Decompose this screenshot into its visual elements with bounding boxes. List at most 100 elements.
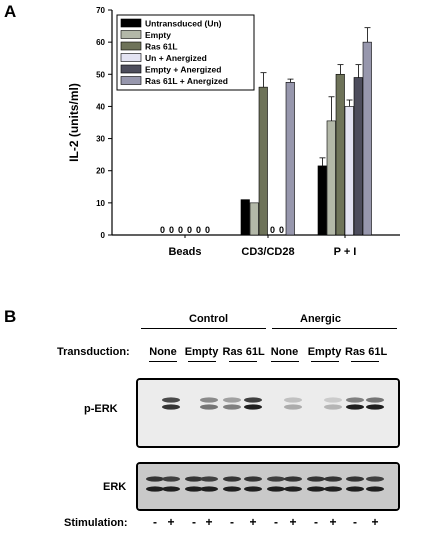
blot-band: [267, 476, 285, 482]
blot-band: [223, 486, 241, 492]
blot-band: [366, 397, 384, 403]
blot-band: [162, 476, 180, 482]
stimulation-mark: -: [314, 515, 318, 529]
bar: [258, 86, 268, 236]
legend-entry: Empty + Anergized: [145, 65, 221, 75]
perk-blot: [136, 378, 400, 448]
blot-band: [267, 486, 285, 492]
stimulation-mark: -: [192, 515, 196, 529]
stimulation-mark: -: [153, 515, 157, 529]
zero-value-label: 0: [196, 225, 201, 235]
transduction-lane-label: Ras 61L: [345, 346, 388, 358]
y-tick-label: 40: [96, 102, 105, 111]
stimulation-mark: +: [289, 515, 297, 529]
legend-swatch: [120, 41, 142, 51]
zero-value-label: 0: [178, 225, 183, 235]
anergic-group-line: [272, 328, 397, 329]
y-tick-label: 60: [96, 38, 105, 47]
blot-band: [284, 486, 302, 492]
zero-value-label: 0: [279, 225, 284, 235]
blot-band: [146, 486, 164, 492]
blot-band: [346, 476, 364, 482]
legend-swatch: [120, 76, 142, 85]
control-group-line: [141, 328, 266, 329]
blot-band: [223, 476, 241, 482]
blot-band: [324, 486, 342, 492]
transduction-underline: [187, 361, 216, 362]
legend-entry: Ras 61L + Anergized: [145, 76, 228, 86]
blot-band: [307, 476, 325, 482]
blot-band: [284, 476, 302, 482]
blot-band: [324, 476, 342, 482]
transduction-lane-label: Empty: [184, 346, 219, 358]
blot-background: [138, 380, 398, 446]
blot-band: [324, 404, 342, 410]
blot-band: [284, 397, 302, 403]
legend-swatch: [120, 53, 142, 62]
y-tick-label: 0: [101, 231, 106, 240]
transduction-label: Transduction:: [57, 346, 130, 358]
blot-band: [200, 476, 218, 482]
blot-band: [366, 476, 384, 482]
blot-band: [223, 404, 241, 410]
zero-value-label: 0: [169, 225, 174, 235]
bar: [240, 199, 250, 236]
transduction-underline: [270, 361, 299, 362]
stimulation-mark: +: [371, 515, 379, 529]
blot-band: [244, 486, 262, 492]
group-anergic-label: Anergic: [300, 313, 341, 325]
blot-band: [146, 476, 164, 482]
blot-band: [346, 397, 364, 403]
stimulation-mark: -: [274, 515, 278, 529]
stimulation-mark: +: [167, 515, 175, 529]
transduction-lane-label: Ras 61L: [222, 346, 265, 358]
blot-band: [366, 486, 384, 492]
blot-band: [200, 397, 218, 403]
transduction-underline: [149, 361, 177, 362]
zero-value-label: 0: [270, 225, 275, 235]
blot-background: [138, 464, 398, 509]
y-axis-title: IL-2 (units/ml): [67, 83, 81, 162]
perk-bands: [138, 380, 398, 446]
transduction-lane-label: Empty: [307, 346, 342, 358]
transduction-lane-label: None: [149, 346, 177, 358]
bar: [353, 77, 363, 236]
blot-band: [346, 486, 364, 492]
blot-band: [324, 397, 342, 403]
category-label: CD3/CD28: [241, 246, 294, 258]
legend-swatch: [120, 64, 142, 74]
bar: [326, 120, 336, 236]
y-tick-label: 50: [96, 70, 105, 79]
category-label: Beads: [168, 246, 201, 258]
zero-value-label: 0: [187, 225, 192, 235]
transduction-lane-label: None: [270, 346, 299, 358]
blot-band: [244, 397, 262, 403]
blot-band: [162, 486, 180, 492]
legend-entry: Ras 61L: [145, 42, 178, 52]
blot-band: [346, 404, 364, 410]
y-tick-label: 30: [96, 135, 105, 144]
blot-band: [200, 404, 218, 410]
blot-band: [185, 486, 203, 492]
blot-band: [200, 486, 218, 492]
transduction-underline: [228, 361, 257, 362]
erk-bands: [138, 464, 398, 509]
y-tick-label: 70: [96, 6, 105, 15]
legend-entry: Un + Anergized: [145, 53, 207, 63]
stimulation-mark: +: [205, 515, 213, 529]
legend-entry: Untransduced (Un): [145, 19, 222, 29]
bar: [317, 165, 327, 236]
legend-swatch: [120, 18, 142, 28]
erk-label: ERK: [103, 481, 127, 493]
legend-entry: Empty: [145, 30, 171, 40]
blot-band: [244, 476, 262, 482]
y-tick-label: 10: [96, 199, 105, 208]
blot-band: [244, 404, 262, 410]
blot-band: [366, 404, 384, 410]
zero-value-label: 0: [160, 225, 165, 235]
blot-band: [307, 486, 325, 492]
blot-band: [185, 476, 203, 482]
stimulation-mark: +: [329, 515, 337, 529]
zero-value-label: 0: [205, 225, 210, 235]
